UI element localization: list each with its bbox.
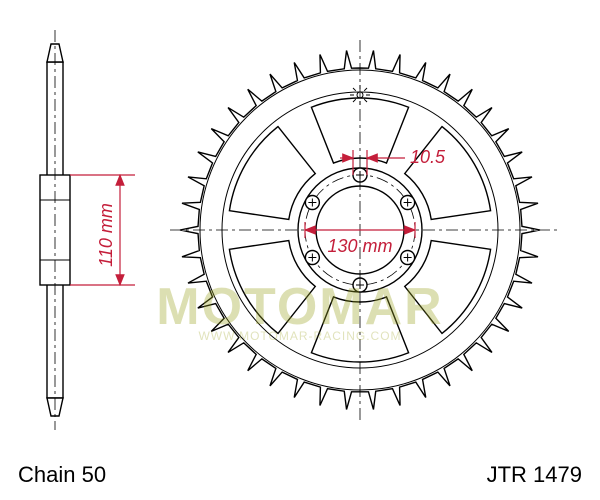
dim-130-label: 130 mm: [327, 236, 392, 256]
dim-10p5-label: 10.5: [410, 147, 446, 167]
part-number: JTR 1479: [487, 462, 582, 488]
sprocket-drawing: 110 mm 130 mm 10.5: [0, 0, 600, 500]
chain-label: Chain 50: [18, 462, 106, 488]
bottom-labels: Chain 50 JTR 1479: [18, 462, 582, 488]
diagram-canvas: 110 mm 130 mm 10.5 MOTOMAR WWW.MOTOMAR-R…: [0, 0, 600, 500]
dimension-110mm: 110 mm: [70, 175, 135, 285]
dim-110-label: 110 mm: [96, 203, 116, 267]
side-profile: [40, 30, 70, 430]
